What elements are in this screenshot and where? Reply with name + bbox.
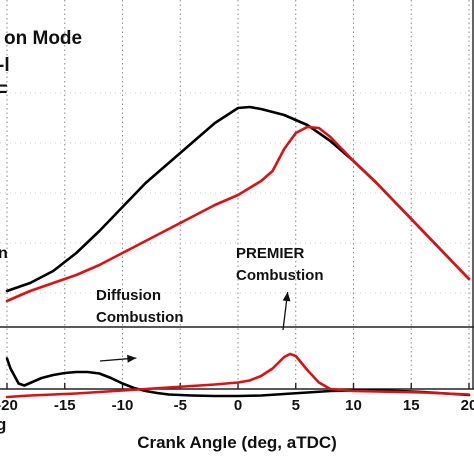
- x-tick-label-4: 0: [234, 397, 242, 414]
- side-label-1: n: [0, 245, 8, 262]
- bottom-panel-series-2-line: [5, 352, 471, 399]
- top-panel-series-2-line: [5, 125, 471, 303]
- x-tick-label-2: -10: [112, 397, 134, 414]
- arrow-diffusion-head: [127, 354, 137, 363]
- x-tick-label-5: 5: [292, 397, 300, 414]
- annotation-diffusion-line-1: Diffusion: [96, 287, 161, 304]
- annotation-premier-line-1: PREMIER: [236, 245, 305, 262]
- annotation-diffusion-line-2: Combustion: [96, 309, 184, 326]
- x-tick-label-6: 10: [345, 397, 362, 414]
- annotation-arrows: [99, 291, 291, 363]
- x-tick-label-7: 15: [403, 397, 420, 414]
- arrow-premier-head: [282, 292, 291, 302]
- x-axis-title: Crank Angle (deg, aTDC): [137, 433, 337, 452]
- annotation-premier-line-2: Combustion: [236, 267, 324, 284]
- tick-marks: -20 -15 -10 -5 0 5 10 15 20: [0, 383, 474, 414]
- series-lines: [5, 105, 471, 399]
- x-tick-label-3: -5: [174, 397, 187, 414]
- grid-lines: [0, 0, 474, 389]
- x-tick-label-1: -15: [54, 397, 76, 414]
- x-tick-label-8: 20: [461, 397, 474, 414]
- side-label-2: g: [0, 415, 6, 434]
- legend-line-2: -l: [0, 55, 10, 76]
- legend-line-3: F: [0, 82, 8, 103]
- bottom-panel-series-1-line: [5, 357, 471, 398]
- legend-line-1: on Mode: [4, 28, 82, 49]
- x-tick-label-0: -20: [0, 397, 18, 414]
- axes: [0, 0, 474, 390]
